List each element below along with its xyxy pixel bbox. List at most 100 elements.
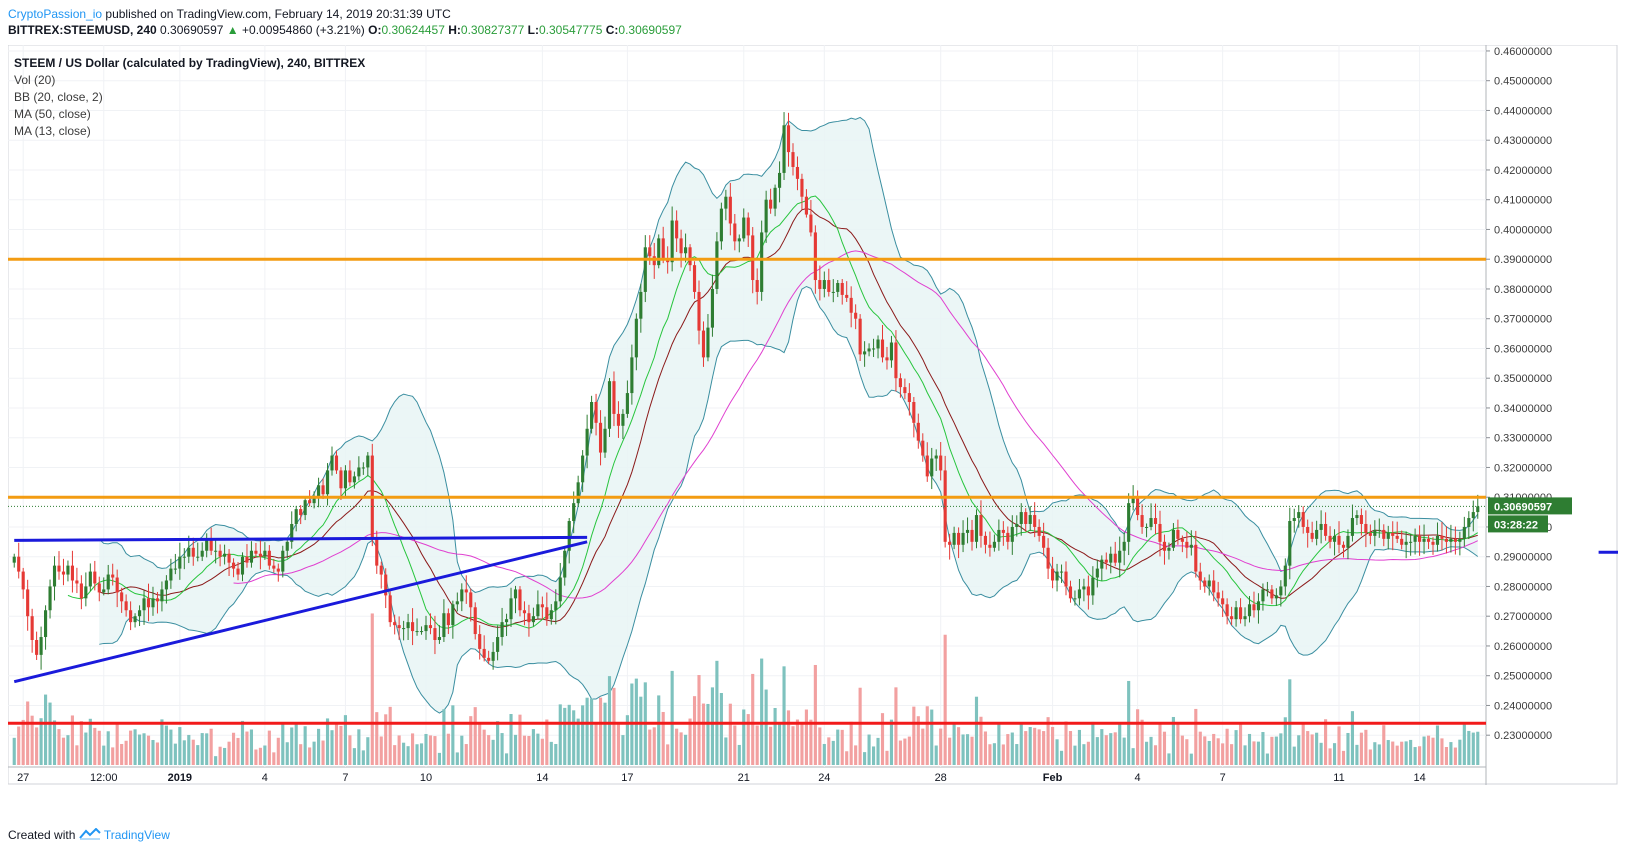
candle-body: [1068, 586, 1073, 599]
candle-body: [325, 470, 330, 495]
volume-bar: [894, 687, 898, 765]
last-price-tag: [1488, 497, 1572, 515]
candle-body: [1028, 515, 1032, 524]
volume-bar: [267, 730, 271, 765]
candle-body: [858, 318, 862, 355]
candle-body: [854, 312, 858, 319]
candle-body: [800, 178, 804, 197]
volume-bar: [276, 737, 280, 765]
candle-body: [1431, 541, 1435, 545]
volume-bar: [952, 723, 956, 765]
candle-body: [146, 598, 151, 608]
candle-body: [625, 393, 629, 414]
footer-brand[interactable]: TradingView: [103, 828, 170, 842]
volume-bar: [178, 727, 182, 765]
volume-bar: [1453, 747, 1457, 765]
volume-bar: [428, 735, 433, 765]
candle-body: [258, 553, 262, 557]
candle-body: [285, 541, 289, 551]
price-chart[interactable]: 0.46000000 0.45000000 0.44000000 0.43000000…: [7, 44, 1627, 785]
volume-bar: [666, 744, 670, 765]
candle-body: [44, 610, 48, 638]
volume-bar: [209, 728, 213, 765]
volume-bar: [621, 735, 625, 765]
candle-body: [1082, 586, 1086, 590]
candle-body: [1332, 535, 1337, 542]
volume-bar: [469, 716, 473, 765]
candle-body: [943, 470, 947, 542]
volume-bar: [965, 734, 970, 765]
volume-bar: [1373, 742, 1377, 765]
volume-bar: [1413, 747, 1417, 765]
candle-body: [988, 544, 992, 548]
volume-bar: [419, 743, 424, 765]
volume-bar: [1265, 753, 1269, 765]
candle-body: [281, 550, 285, 572]
candle-body: [12, 556, 16, 563]
candle-body: [205, 538, 209, 551]
volume-bar: [733, 725, 737, 765]
x-tick-label: 10: [420, 772, 432, 784]
volume-bar: [102, 745, 106, 765]
x-tick-label: 7: [1220, 772, 1226, 784]
volume-bar: [124, 740, 128, 765]
candle-body: [863, 351, 867, 355]
candle-body: [1238, 607, 1243, 620]
published-text: published on TradingView.com, February 1…: [105, 7, 451, 21]
candle-body: [876, 339, 880, 349]
author-link[interactable]: CryptoPassion_io: [8, 7, 103, 21]
candle-body: [106, 574, 110, 590]
candle-body: [1413, 535, 1417, 542]
volume-bar: [903, 738, 907, 765]
volume-bar: [1180, 735, 1184, 765]
volume-bar: [227, 741, 231, 765]
ma50-line: [233, 250, 1478, 599]
candle-body: [737, 238, 741, 242]
volume-bar: [325, 718, 330, 765]
candle-body: [755, 280, 759, 292]
volume-bar: [1033, 727, 1037, 765]
candle-body: [1171, 529, 1175, 548]
volume-bar: [455, 752, 459, 765]
volume-bar: [1297, 735, 1301, 765]
volume-bar: [684, 734, 688, 765]
candle-body: [1471, 512, 1475, 519]
volume-bar: [375, 712, 379, 765]
volume-bar: [1449, 742, 1453, 765]
candle-body: [343, 470, 347, 489]
volume-bar: [1400, 741, 1404, 765]
candle-body: [925, 455, 929, 477]
legend-ma13: MA (13, close): [14, 124, 91, 138]
candle-body: [1109, 553, 1113, 563]
volume-bar: [26, 701, 30, 765]
volume-bar: [1395, 745, 1399, 765]
volume-bar: [411, 733, 415, 765]
chart-area[interactable]: 0.46000000 0.45000000 0.44000000 0.43000000…: [7, 44, 1627, 785]
trendline-rising: [13, 540, 588, 684]
candle-body: [97, 583, 101, 593]
volume-bar: [61, 737, 66, 765]
candle-body: [1230, 616, 1234, 620]
candle-body: [402, 628, 406, 630]
legend-ma50: MA (50, close): [14, 107, 91, 121]
y-tick-label: 0.26000000: [1494, 641, 1552, 653]
volume-bar: [1068, 731, 1073, 765]
candle-body: [137, 610, 142, 617]
candle-body: [939, 455, 943, 471]
candle-body: [898, 378, 902, 388]
candle-body: [1386, 532, 1390, 539]
tradingview-logo-icon[interactable]: [78, 827, 104, 842]
candle-body: [773, 187, 777, 209]
volume-bar: [572, 710, 576, 765]
candle-body: [129, 610, 133, 623]
volume-bar: [263, 745, 267, 765]
volume-bar: [1283, 717, 1287, 765]
candle-body: [173, 568, 177, 570]
volume-bar: [675, 728, 679, 765]
candle-body: [1256, 601, 1261, 611]
volume-bar: [1243, 745, 1247, 765]
candle-body: [442, 613, 446, 638]
volume-bar: [1198, 731, 1202, 765]
close-label: C:: [605, 23, 619, 37]
candle-body: [1297, 512, 1301, 519]
